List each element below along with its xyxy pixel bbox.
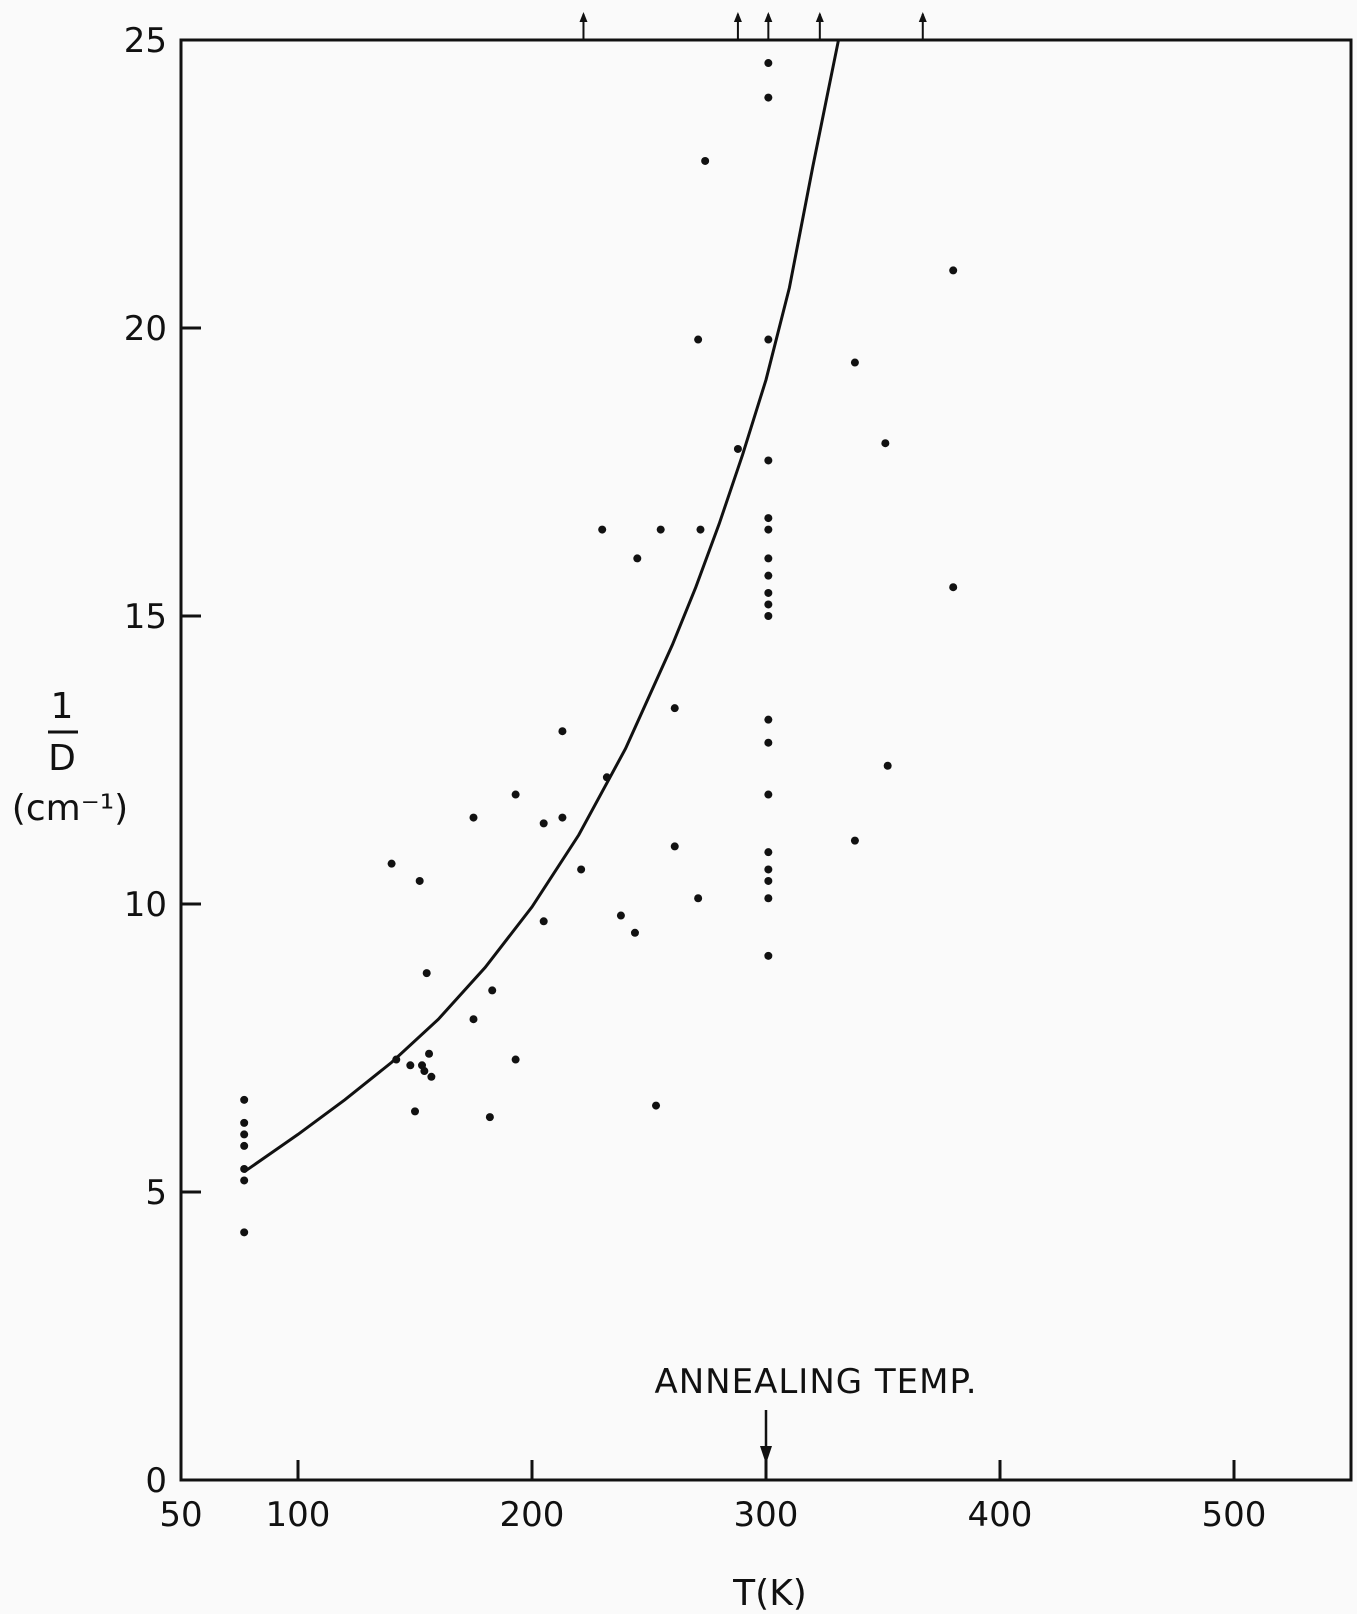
- data-point: [511, 1055, 520, 1064]
- data-point: [420, 1067, 429, 1076]
- data-point: [850, 836, 859, 845]
- x-axis-title: T(K): [732, 1573, 807, 1614]
- data-point: [850, 358, 859, 367]
- data-point: [670, 842, 679, 851]
- x-tick-label: 400: [968, 1495, 1033, 1535]
- data-point: [387, 859, 396, 868]
- annealing-temp-arrow: [760, 1410, 772, 1464]
- data-point: [764, 59, 773, 68]
- y-tick-label: 10: [124, 885, 167, 925]
- y-tick-label: 5: [145, 1173, 167, 1213]
- top-arrow-head: [815, 12, 824, 22]
- data-point: [764, 876, 773, 885]
- data-point: [511, 790, 520, 799]
- data-point: [240, 1118, 249, 1127]
- data-point: [881, 439, 890, 448]
- data-point: [694, 335, 703, 344]
- data-point: [696, 525, 705, 534]
- data-point: [240, 1164, 249, 1173]
- y-axis-title-denominator: D: [48, 738, 76, 779]
- data-point: [422, 969, 431, 978]
- data-point: [240, 1095, 249, 1104]
- data-point: [764, 514, 773, 523]
- data-point: [485, 1113, 494, 1122]
- data-point: [764, 951, 773, 960]
- data-point: [240, 1141, 249, 1150]
- data-point: [633, 554, 642, 563]
- data-point: [598, 525, 607, 534]
- data-point: [733, 444, 742, 453]
- x-tick-label: 100: [266, 1495, 331, 1535]
- data-point: [558, 727, 567, 736]
- data-point: [240, 1130, 249, 1139]
- data-point: [670, 704, 679, 713]
- data-point: [764, 554, 773, 563]
- data-point: [469, 813, 478, 822]
- x-tick-label: 300: [734, 1495, 799, 1535]
- data-point: [616, 911, 625, 920]
- data-point: [764, 865, 773, 874]
- data-point: [427, 1072, 436, 1081]
- data-point: [240, 1176, 249, 1185]
- data-point: [415, 876, 424, 885]
- data-point: [764, 715, 773, 724]
- data-point: [406, 1061, 415, 1070]
- x-tick-label: 500: [1202, 1495, 1267, 1535]
- data-point: [539, 917, 548, 926]
- data-point: [764, 456, 773, 465]
- data-point: [764, 93, 773, 102]
- data-point: [602, 773, 611, 782]
- data-point: [764, 738, 773, 747]
- data-point: [764, 600, 773, 609]
- x-tick-label: 200: [500, 1495, 565, 1535]
- data-point: [630, 928, 639, 937]
- y-tick-label: 0: [145, 1461, 167, 1501]
- data-point: [694, 894, 703, 903]
- y-axis-title-numerator: 1: [51, 686, 74, 727]
- data-point: [764, 612, 773, 620]
- data-point: [558, 813, 567, 822]
- data-points: [240, 59, 958, 1237]
- data-point: [425, 1049, 434, 1058]
- data-point: [577, 865, 586, 874]
- top-arrows: [579, 12, 927, 40]
- data-point: [883, 761, 892, 770]
- data-point: [764, 790, 773, 799]
- x-tick-label: 50: [159, 1495, 202, 1535]
- data-point: [240, 1228, 249, 1237]
- top-arrow-head: [579, 12, 588, 22]
- top-arrow-head: [733, 12, 742, 22]
- data-point: [652, 1101, 661, 1110]
- data-point: [764, 894, 773, 903]
- annealing-temp-label: ANNEALING TEMP.: [654, 1362, 977, 1402]
- data-point: [392, 1055, 401, 1064]
- data-point: [764, 848, 773, 857]
- data-point: [656, 525, 665, 534]
- data-point: [701, 156, 710, 165]
- data-point: [488, 986, 497, 995]
- y-axis-title-units: (cm⁻¹): [12, 788, 128, 829]
- fit-curve: [243, 39, 840, 1174]
- data-point: [949, 583, 958, 592]
- y-tick-label: 15: [124, 597, 167, 637]
- data-point: [764, 335, 773, 344]
- data-point: [539, 819, 548, 828]
- data-point: [764, 588, 773, 597]
- x-axis: 50 100 200 300 400 500: [159, 1460, 1266, 1535]
- data-point: [949, 266, 958, 275]
- top-arrow-head: [918, 12, 927, 22]
- y-tick-label: 20: [124, 309, 167, 349]
- data-point: [764, 571, 773, 580]
- data-point: [469, 1015, 478, 1024]
- y-tick-label: 25: [124, 21, 167, 61]
- top-arrow-head: [764, 12, 773, 22]
- data-point: [764, 525, 773, 534]
- y-axis: 0 5 10 15 20 25: [124, 21, 201, 1501]
- annot-arrow-head: [760, 1446, 772, 1464]
- data-point: [411, 1107, 419, 1116]
- plot-frame: [179, 38, 1353, 1482]
